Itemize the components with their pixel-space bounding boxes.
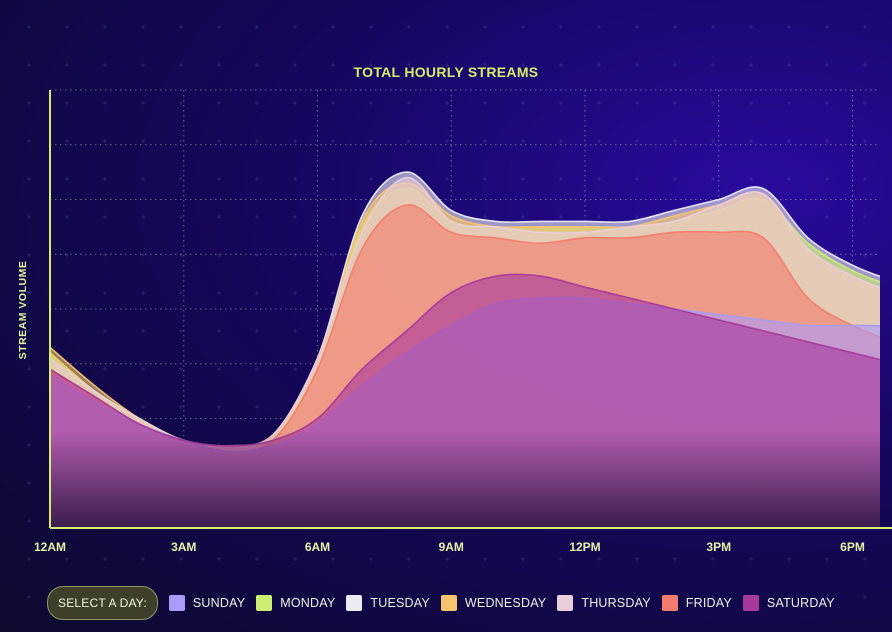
chart-title: TOTAL HOURLY STREAMS [353,64,539,80]
legend-swatch-thursday [557,595,574,611]
legend-item-friday[interactable]: FRIDAY [661,595,732,611]
bottom-fade [50,430,880,528]
legend-item-thursday[interactable]: THURSDAY [557,595,651,611]
legend-label-monday: MONDAY [280,596,336,610]
axes [49,90,892,529]
legend-swatch-friday [661,595,678,611]
legend-label-wednesday: WEDNESDAY [464,596,547,610]
legend-swatch-wednesday [440,595,457,611]
x-tick-labels: 12AM3AM6AM9AM12PM3PM6PM9PM [34,540,865,554]
x-tick-label: 6AM [305,540,330,554]
x-tick-label: 12PM [569,540,600,554]
x-tick-label: 6PM [840,540,865,554]
x-tick-label: 3PM [706,540,731,554]
legend-item-saturday[interactable]: SATURDAY [742,595,835,611]
legend-label-friday: FRIDAY [685,596,732,610]
legend-label-tuesday: TUESDAY [370,596,430,610]
legend-label-saturday: SATURDAY [766,596,835,610]
x-tick-label: 9AM [439,540,464,554]
legend-label-sunday: SUNDAY [192,596,246,610]
x-tick-label: 12AM [34,540,66,554]
legend-swatch-saturday [742,595,759,611]
legend-swatch-sunday [168,595,185,611]
legend-item-tuesday[interactable]: TUESDAY [346,595,430,611]
select-a-day-button[interactable]: SELECT A DAY: [47,586,158,620]
legend-swatch-tuesday [346,595,363,611]
legend-label-thursday: THURSDAY [581,596,651,610]
legend-item-wednesday[interactable]: WEDNESDAY [440,595,547,611]
legend-item-sunday[interactable]: SUNDAY [168,595,246,611]
x-tick-label: 3AM [171,540,196,554]
legend-swatch-monday [256,595,273,611]
day-legend: SELECT A DAY: SUNDAY MONDAY TUESDAY WEDN… [47,586,835,620]
legend-item-monday[interactable]: MONDAY [256,595,335,611]
